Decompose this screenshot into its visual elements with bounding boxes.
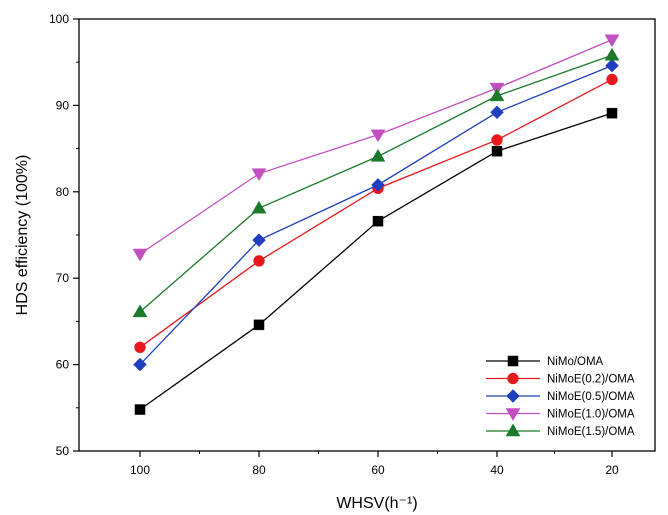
series-1 bbox=[134, 107, 618, 415]
legend-marker bbox=[507, 372, 519, 385]
y-tick-label: 80 bbox=[56, 185, 70, 199]
legend: NiMo/OMA NiMoE(0.2)/OMA NiMoE(0.5)/OMA NiMo… bbox=[486, 355, 635, 438]
series-3 bbox=[133, 58, 619, 372]
series-line bbox=[139, 65, 613, 366]
series-line bbox=[139, 78, 613, 348]
legend-marker bbox=[505, 408, 521, 421]
x-tick-label: 80 bbox=[252, 463, 266, 477]
x-tick-label: 40 bbox=[490, 463, 504, 477]
legend-marker bbox=[506, 389, 520, 403]
data-point bbox=[490, 105, 504, 120]
legend-label: NiMoE(1.0)/OMA bbox=[547, 409, 635, 421]
legend-label: NiMo/OMA bbox=[547, 356, 604, 368]
data-point bbox=[606, 73, 618, 86]
x-axis-ticks: 100 80 60 40 20 bbox=[130, 451, 619, 477]
y-axis-ticks: 50 60 70 80 90 100 bbox=[49, 12, 79, 458]
data-point bbox=[491, 134, 503, 146]
y-axis-title: HDS efficiency (100%) bbox=[14, 155, 31, 316]
legend-item: NiMoE(0.2)/OMA bbox=[486, 372, 635, 386]
x-tick-label: 60 bbox=[371, 463, 385, 477]
data-point bbox=[134, 404, 146, 415]
series-4 bbox=[132, 34, 620, 262]
legend-item: NiMoE(1.0)/OMA bbox=[486, 408, 635, 421]
data-point bbox=[604, 34, 620, 48]
legend-label: NiMoE(0.5)/OMA bbox=[547, 391, 635, 403]
legend-item: NiMoE(1.5)/OMA bbox=[486, 423, 635, 438]
data-point bbox=[371, 178, 385, 192]
y-tick-label: 60 bbox=[56, 358, 70, 372]
data-point bbox=[605, 58, 619, 73]
series-2 bbox=[134, 73, 618, 354]
data-point bbox=[132, 248, 148, 262]
data-point bbox=[489, 88, 505, 102]
data-point bbox=[253, 255, 265, 267]
x-tick-label: 100 bbox=[130, 463, 150, 477]
data-point bbox=[372, 215, 384, 227]
data-point bbox=[606, 107, 618, 119]
legend-label: NiMoE(1.5)/OMA bbox=[547, 426, 635, 438]
x-axis-title: WHSV(h⁻¹) bbox=[336, 495, 417, 512]
y-tick-label: 100 bbox=[49, 12, 69, 26]
data-point bbox=[370, 129, 386, 143]
y-tick-label: 70 bbox=[56, 271, 70, 285]
data-point bbox=[604, 47, 620, 61]
y-tick-label: 90 bbox=[56, 98, 70, 112]
series-layer bbox=[132, 34, 620, 415]
legend-item: NiMoE(0.5)/OMA bbox=[486, 389, 635, 403]
data-point bbox=[491, 145, 503, 157]
data-point bbox=[370, 148, 386, 162]
data-point bbox=[133, 357, 147, 372]
legend-marker bbox=[505, 423, 521, 437]
legend-label: NiMoE(0.2)/OMA bbox=[547, 374, 635, 386]
data-point bbox=[252, 233, 266, 248]
legend-item: NiMo/OMA bbox=[486, 355, 604, 368]
series-5 bbox=[132, 47, 620, 318]
data-point bbox=[134, 341, 146, 354]
data-point bbox=[251, 200, 267, 214]
data-point bbox=[253, 319, 265, 331]
x-tick-label: 20 bbox=[605, 463, 619, 477]
data-point bbox=[132, 304, 148, 318]
data-point bbox=[251, 168, 267, 182]
legend-marker bbox=[507, 355, 519, 367]
y-tick-label: 50 bbox=[56, 444, 70, 458]
